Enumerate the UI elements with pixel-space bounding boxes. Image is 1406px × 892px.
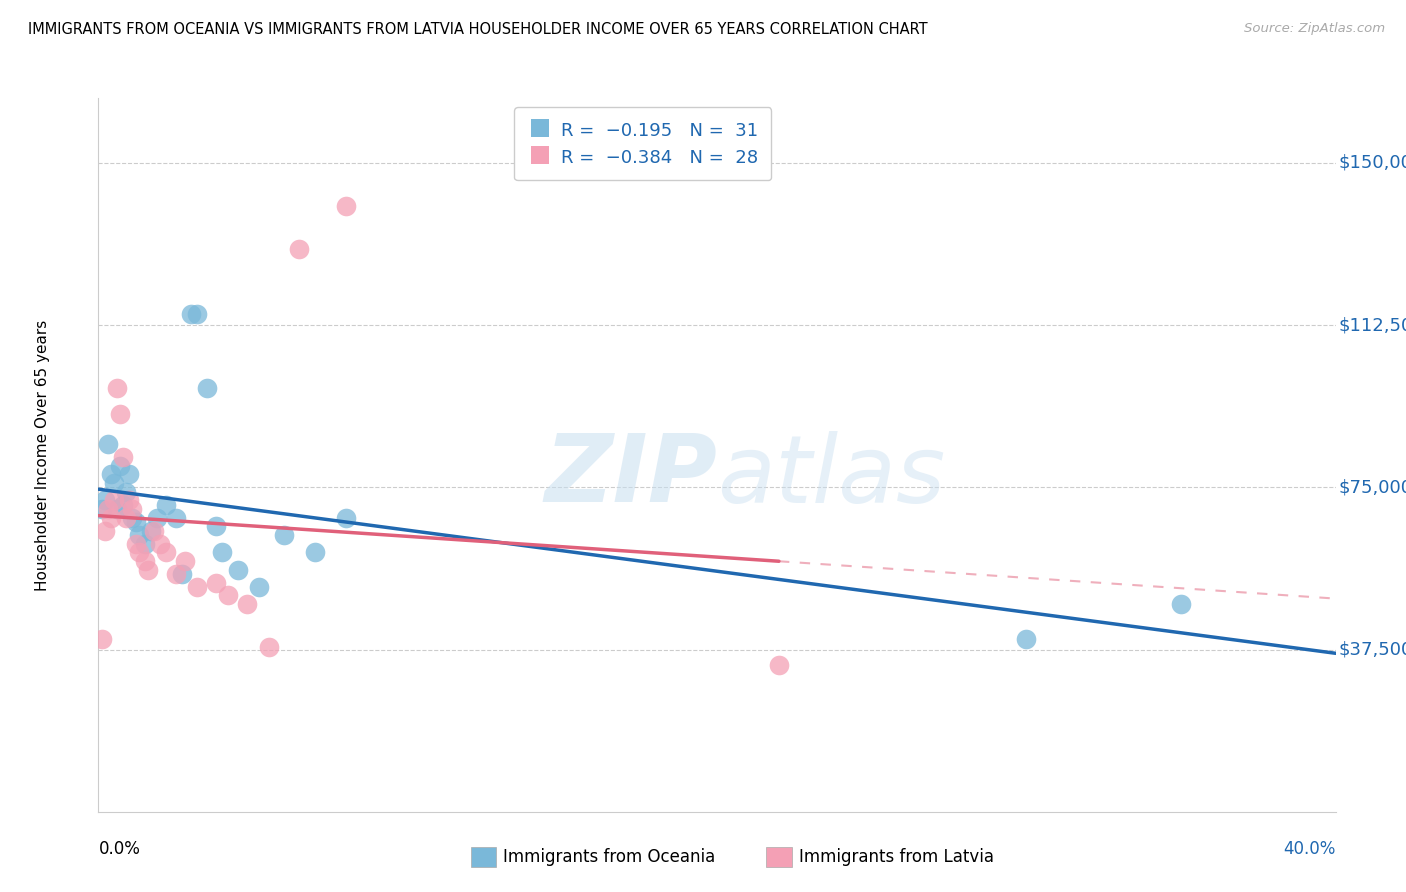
Point: [186, 307, 208, 321]
Point: [236, 597, 259, 611]
Point: [195, 381, 218, 395]
Point: [97, 437, 120, 451]
Point: [112, 450, 135, 464]
Point: [134, 554, 156, 568]
Point: [143, 524, 166, 538]
Point: [93, 524, 115, 538]
Text: $75,000: $75,000: [1339, 478, 1406, 496]
Point: [124, 515, 146, 529]
Point: [108, 458, 131, 473]
Point: [335, 510, 357, 524]
Point: [146, 510, 169, 524]
Point: [180, 307, 202, 321]
Text: Householder Income Over 65 years: Householder Income Over 65 years: [35, 319, 51, 591]
Text: Immigrants from Oceania: Immigrants from Oceania: [503, 848, 716, 866]
Text: $112,500: $112,500: [1339, 316, 1406, 334]
Point: [165, 566, 187, 581]
Point: [155, 498, 177, 512]
Point: [121, 502, 143, 516]
Point: [108, 407, 131, 421]
Point: [155, 545, 177, 559]
Text: Source: ZipAtlas.com: Source: ZipAtlas.com: [1244, 22, 1385, 36]
Point: [105, 502, 128, 516]
Point: [211, 545, 233, 559]
Point: [139, 524, 162, 538]
Point: [105, 381, 128, 395]
Point: [304, 545, 326, 559]
Point: [124, 536, 146, 550]
Text: $37,500: $37,500: [1339, 640, 1406, 658]
Point: [112, 498, 135, 512]
Text: atlas: atlas: [717, 431, 945, 522]
Point: [205, 519, 228, 533]
Point: [115, 510, 138, 524]
Point: [768, 657, 790, 672]
Point: [257, 640, 280, 655]
Point: [93, 493, 115, 508]
Point: [1015, 632, 1038, 646]
Point: [273, 528, 295, 542]
Point: [118, 467, 141, 482]
Point: [165, 510, 187, 524]
Point: [115, 484, 138, 499]
Point: [134, 536, 156, 550]
Point: [97, 502, 120, 516]
Text: IMMIGRANTS FROM OCEANIA VS IMMIGRANTS FROM LATVIA HOUSEHOLDER INCOME OVER 65 YEA: IMMIGRANTS FROM OCEANIA VS IMMIGRANTS FR…: [28, 22, 928, 37]
Point: [121, 510, 143, 524]
Point: [335, 199, 357, 213]
Point: [118, 493, 141, 508]
Point: [205, 575, 228, 590]
Point: [128, 545, 150, 559]
Point: [136, 562, 159, 576]
Point: [100, 510, 122, 524]
Text: $150,000: $150,000: [1339, 154, 1406, 172]
Point: [174, 554, 197, 568]
Point: [103, 476, 125, 491]
Point: [90, 502, 112, 516]
Text: 40.0%: 40.0%: [1284, 840, 1336, 858]
Point: [217, 589, 239, 603]
Text: Immigrants from Latvia: Immigrants from Latvia: [799, 848, 994, 866]
Point: [149, 536, 172, 550]
Point: [288, 243, 311, 257]
Point: [128, 528, 150, 542]
Legend: R =  −0.195   N =  31, R =  −0.384   N =  28: R = −0.195 N = 31, R = −0.384 N = 28: [515, 107, 770, 180]
Point: [186, 580, 208, 594]
Point: [1170, 597, 1192, 611]
Point: [170, 566, 193, 581]
Point: [226, 562, 249, 576]
Point: [100, 467, 122, 482]
Point: [247, 580, 270, 594]
Point: [103, 493, 125, 508]
Text: ZIP: ZIP: [544, 430, 717, 523]
Point: [90, 632, 112, 646]
Text: 0.0%: 0.0%: [98, 840, 141, 858]
